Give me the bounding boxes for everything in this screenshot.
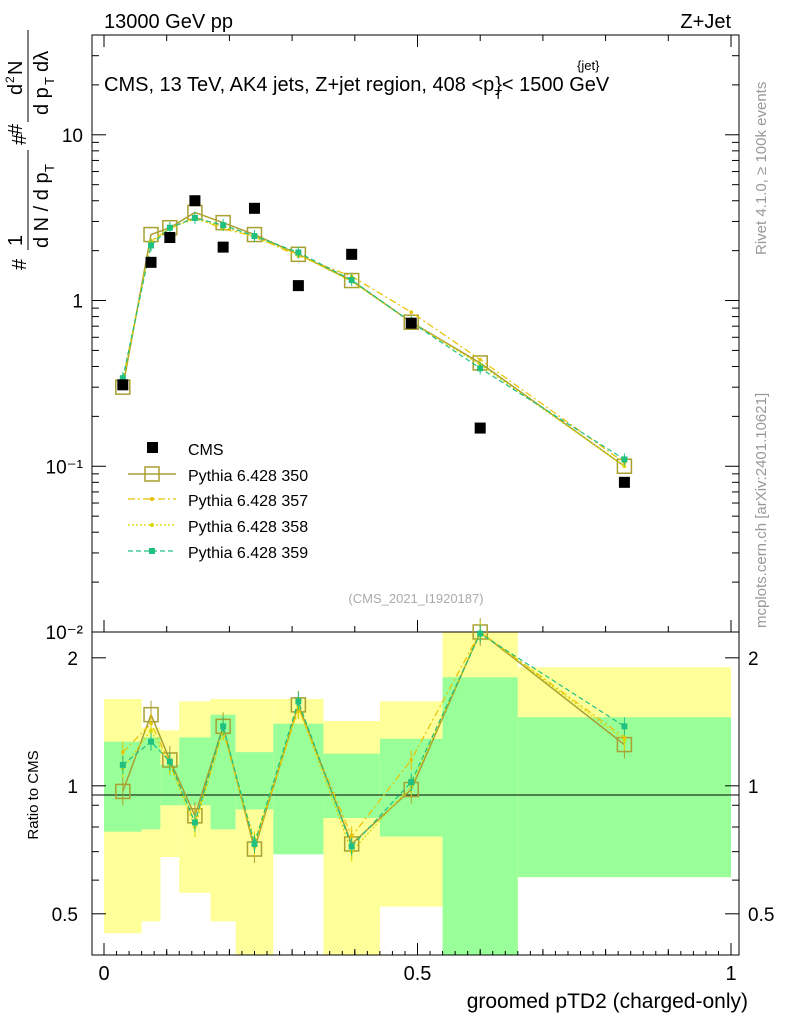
axis-ticks: 0 0.5 1 10⁻² 10⁻¹ 1 10 0.5 0.5 1 1 2 2 xyxy=(46,34,774,985)
region-label-text: CMS, 13 TeV, AK4 jets, Z+jet region, 408… xyxy=(104,74,483,96)
y-label-denom: d N / d p xyxy=(31,172,53,248)
ratio-y-tick-label-right: 0.5 xyxy=(748,905,774,926)
svg-text:#: # xyxy=(5,123,27,135)
ratio-y-tick-label-right: 2 xyxy=(748,649,759,670)
svg-text:d p: d p xyxy=(31,87,53,115)
y-label-frac1: 1 xyxy=(5,235,27,246)
cms-point xyxy=(189,195,201,207)
legend-p358: Pythia 6.428 358 xyxy=(188,519,308,536)
series-point-3 xyxy=(622,464,627,469)
y-axis-label-ratio: Ratio to CMS xyxy=(25,750,42,839)
legend-p359-marker xyxy=(149,548,155,554)
ratio-y-tick-label: 1 xyxy=(67,777,78,798)
series-line-1 xyxy=(122,211,625,467)
svg-text:N: N xyxy=(5,61,27,75)
ratio-y-tick-label: 2 xyxy=(67,649,78,670)
cms-point xyxy=(164,232,176,244)
legend-p359: Pythia 6.428 359 xyxy=(188,545,308,562)
ratio-series xyxy=(115,618,633,864)
svg-text:d: d xyxy=(5,84,27,95)
x-tick-label: 1 xyxy=(725,963,736,985)
cms-point xyxy=(117,379,129,391)
series-line-3 xyxy=(122,218,625,467)
region-label-sub: T xyxy=(494,87,502,102)
svg-text:dλ: dλ xyxy=(31,51,53,72)
header-right: Z+Jet xyxy=(680,11,731,33)
band-outer xyxy=(235,699,274,955)
cms-point xyxy=(145,256,157,268)
band-inner xyxy=(323,753,380,818)
rivet-label: Rivet 4.1.0, ≥ 100k events xyxy=(753,82,770,255)
cms-point xyxy=(217,241,229,253)
ratio-panel-frame xyxy=(91,631,740,956)
header-left: 13000 GeV pp xyxy=(104,11,233,33)
band-inner xyxy=(273,723,324,855)
main-series xyxy=(115,195,633,488)
y-tick-label: 10 xyxy=(62,126,83,147)
band-inner xyxy=(442,677,518,955)
p350-point xyxy=(403,314,419,330)
svg-text:T: T xyxy=(42,77,57,85)
series-point-2 xyxy=(409,310,414,315)
legend-p357-marker xyxy=(150,497,154,501)
y-label-hash1: # xyxy=(9,258,31,270)
region-label: CMS, 13 TeV, AK4 jets, Z+jet region, 408… xyxy=(104,74,610,102)
x-axis-label: groomed pTD2 (charged-only) xyxy=(467,990,748,1013)
legend-p350-marker xyxy=(144,466,160,482)
cms-point xyxy=(248,202,260,214)
series-line-4 xyxy=(122,217,625,460)
legend-p357: Pythia 6.428 357 xyxy=(188,493,308,510)
y-tick-label: 10⁻¹ xyxy=(46,457,84,478)
svg-text:T: T xyxy=(42,164,57,172)
cms-point xyxy=(618,476,630,488)
mcplots-label: mcplots.cern.ch [arXiv:2401.10621] xyxy=(753,393,770,628)
p350-point xyxy=(343,272,360,289)
series-point-2 xyxy=(478,357,483,362)
series-line-2 xyxy=(122,216,625,464)
ratio-y-tick-label: 0.5 xyxy=(52,905,78,926)
region-label-sup: {jet} xyxy=(577,58,600,73)
y-tick-label: 10⁻² xyxy=(46,623,84,644)
analysis-id: (CMS_2021_I1920187) xyxy=(348,591,483,606)
svg-text:2: 2 xyxy=(3,76,17,83)
y-axis-label-top: # 1 d N / d p T # # d p T dλ d 2 N xyxy=(3,30,57,270)
band-inner xyxy=(141,737,161,830)
region-label-p: p xyxy=(483,74,494,96)
y-tick-label: 1 xyxy=(72,292,83,313)
legend-cms: CMS xyxy=(188,442,224,459)
x-tick-label: 0 xyxy=(98,963,109,985)
region-label-tail: }< 1500 GeV xyxy=(495,74,610,96)
legend: CMS Pythia 6.428 350 Pythia 6.428 357 Py… xyxy=(128,442,308,562)
ratio-y-tick-label-right: 1 xyxy=(748,777,759,798)
cms-point xyxy=(474,422,486,434)
cms-point xyxy=(405,317,417,329)
legend-cms-marker xyxy=(147,442,158,453)
cms-point xyxy=(346,248,358,260)
cms-point xyxy=(292,280,304,292)
legend-p350: Pythia 6.428 350 xyxy=(188,468,308,485)
main-panel-frame xyxy=(91,34,740,633)
x-tick-label: 0.5 xyxy=(404,963,432,985)
y-label-hash2: # xyxy=(9,133,31,145)
legend-p358-marker xyxy=(150,523,154,527)
